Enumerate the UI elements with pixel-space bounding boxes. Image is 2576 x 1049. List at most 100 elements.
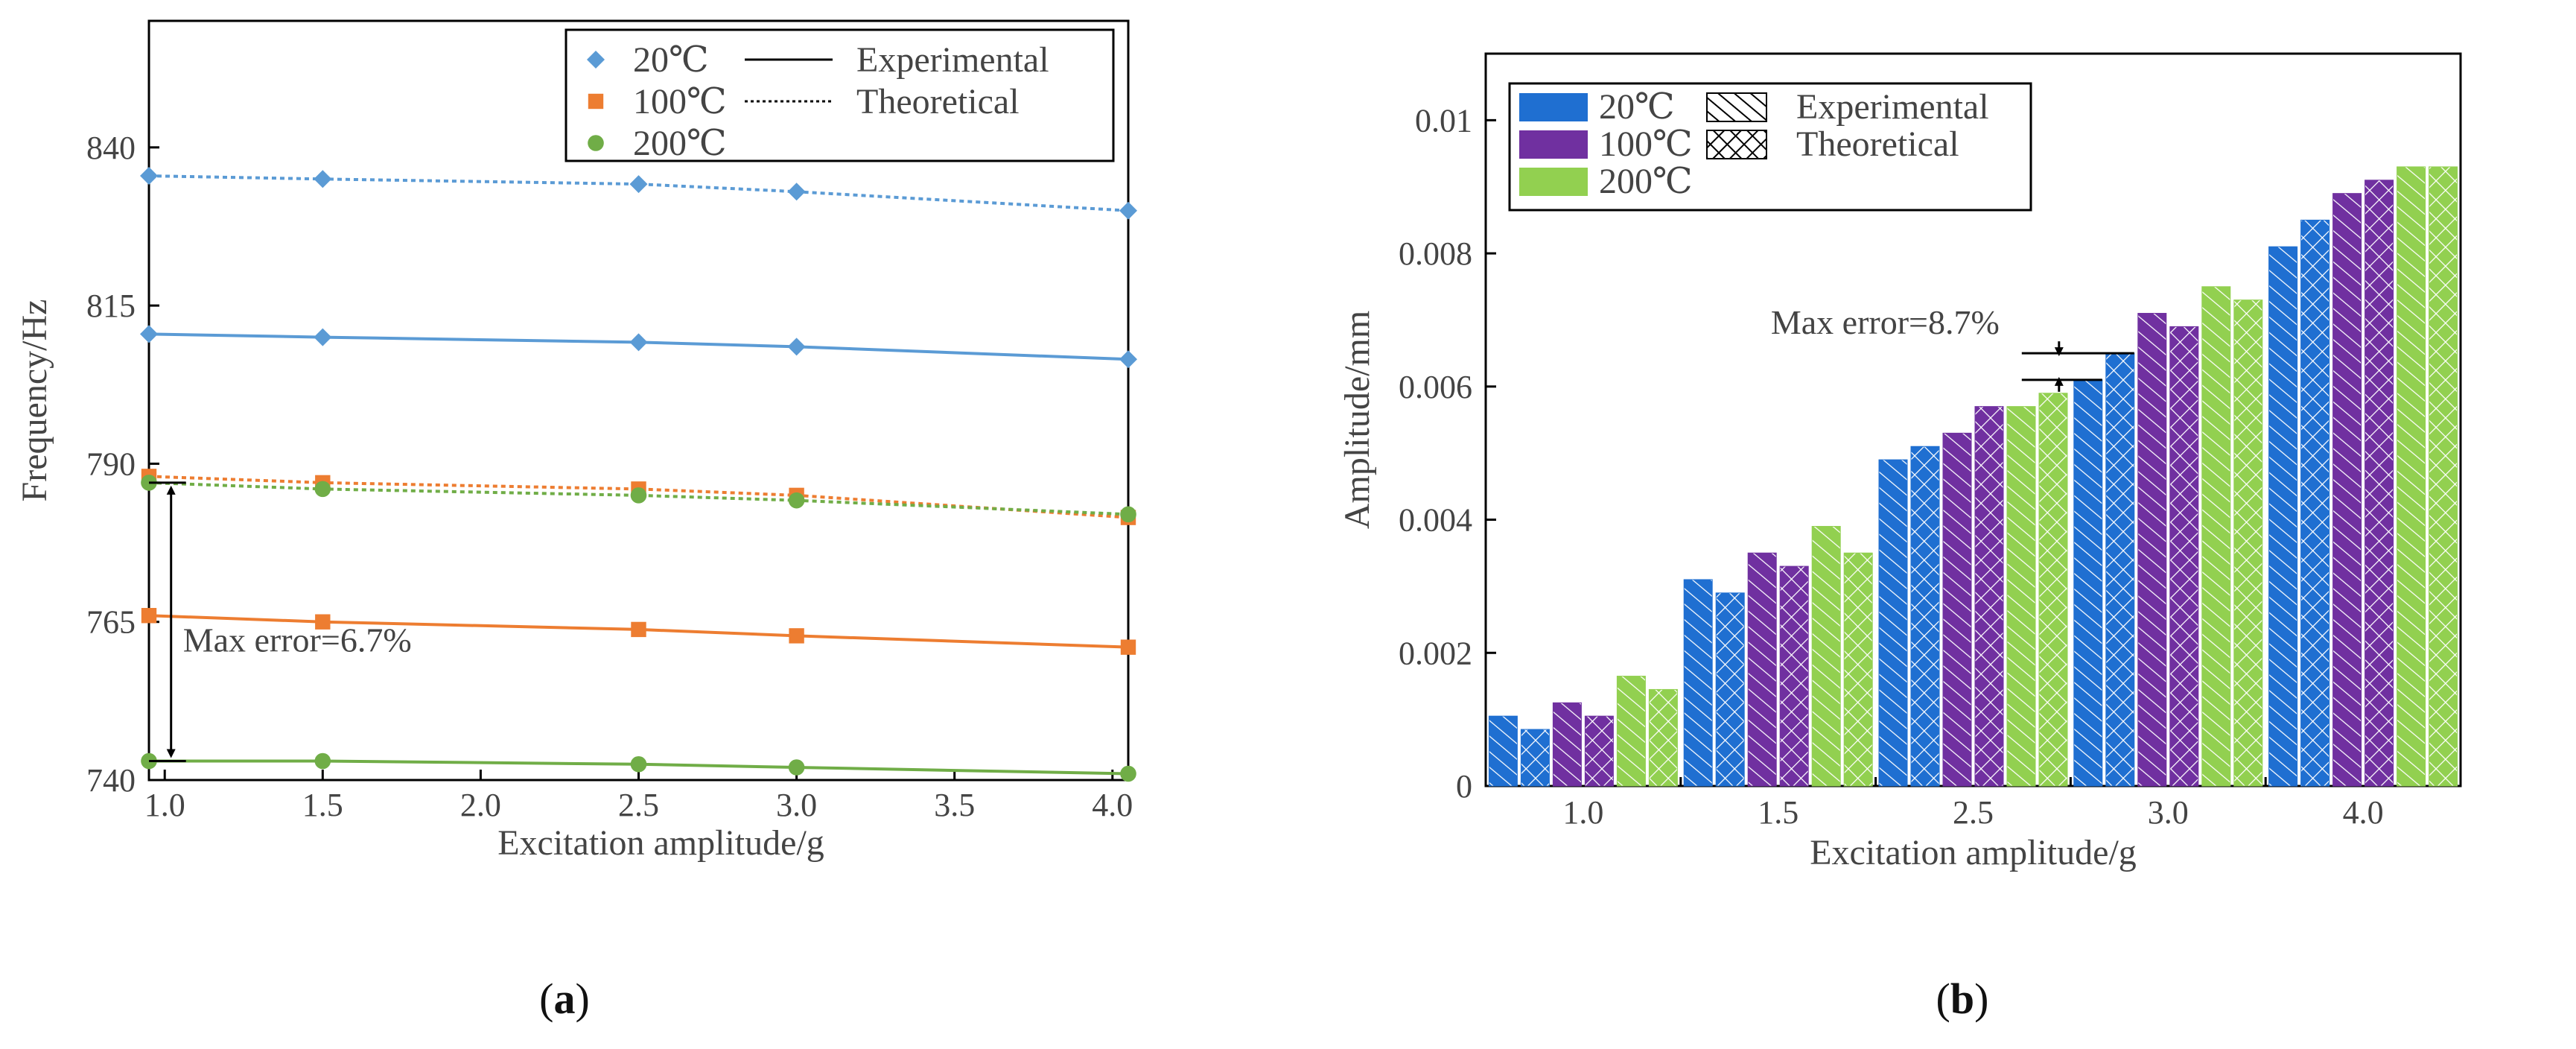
legend-label: 200℃ — [1599, 162, 1693, 201]
y-tick-label: 0.006 — [1399, 369, 1472, 405]
series-line — [148, 481, 1129, 516]
bar-pattern — [1683, 579, 1713, 787]
bar-pattern — [1616, 676, 1646, 787]
bar-pattern — [2169, 326, 2199, 787]
legend-label: Theoretical — [856, 82, 1020, 121]
legend-label: Experimental — [856, 40, 1049, 80]
bar-pattern — [1779, 565, 1809, 787]
x-tick-label: 1.5 — [1758, 794, 1799, 831]
legend-label: Experimental — [1796, 87, 1989, 127]
y-tick-label: 740 — [86, 762, 136, 799]
data-point — [1120, 506, 1136, 523]
data-point — [631, 621, 646, 638]
data-point — [629, 333, 648, 352]
data-point — [788, 759, 805, 776]
y-tick-label: 840 — [86, 130, 136, 166]
x-tick-label: 3.5 — [934, 787, 975, 823]
data-point — [787, 183, 806, 201]
x-tick-label: 3.0 — [2148, 794, 2189, 831]
bar-pattern — [2364, 180, 2394, 787]
legend-pattern-swatch — [1706, 92, 1767, 122]
bar-pattern — [1648, 688, 1678, 787]
series-line — [148, 475, 1129, 519]
x-tick-label: 1.0 — [1562, 794, 1603, 831]
data-point — [1119, 201, 1137, 220]
bar-pattern — [1974, 406, 2004, 787]
y-axis-title: Amplitude/mm — [1338, 311, 1377, 529]
bar-pattern — [1878, 459, 1908, 787]
bar-pattern — [2073, 379, 2103, 787]
y-tick-label: 0.002 — [1399, 635, 1472, 671]
bar-pattern — [1811, 525, 1841, 787]
x-tick-label: 2.5 — [618, 787, 659, 823]
y-axis-title: Frequency/Hz — [15, 300, 54, 502]
legend-box — [565, 28, 1115, 162]
y-tick-label: 0.004 — [1399, 502, 1472, 539]
bar-pattern — [2006, 406, 2036, 787]
y-tick-label: 0 — [1456, 768, 1472, 805]
data-point — [630, 755, 647, 773]
x-tick-label: 2.0 — [460, 787, 501, 823]
data-point — [1120, 765, 1136, 782]
y-tick-label: 790 — [86, 446, 136, 482]
bar-pattern — [1747, 552, 1777, 787]
bar-pattern — [2105, 352, 2135, 787]
bar-pattern — [2300, 219, 2330, 787]
data-point — [141, 608, 157, 624]
data-point — [789, 628, 804, 644]
panel-b-caption: (b) — [1936, 974, 1989, 1023]
data-point — [787, 337, 806, 356]
data-point — [314, 170, 332, 188]
series-line — [148, 174, 1129, 212]
x-tick-label: 4.0 — [1092, 787, 1133, 823]
legend-marker — [587, 51, 605, 69]
legend-label: 100℃ — [633, 82, 727, 121]
bar-pattern — [2268, 246, 2298, 787]
bar-pattern — [1910, 446, 1940, 787]
data-point — [1119, 350, 1137, 369]
x-tick-label: 2.5 — [1953, 794, 1994, 831]
legend-label: 200℃ — [633, 124, 727, 163]
bar-pattern — [2137, 313, 2167, 787]
y-tick-label: 815 — [86, 288, 136, 324]
bar-pattern — [1488, 715, 1518, 787]
legend-label: Theoretical — [1796, 124, 1959, 164]
legend-box — [1508, 82, 2032, 212]
data-point — [788, 492, 805, 509]
bar-pattern — [2332, 193, 2362, 787]
bar-pattern — [2201, 286, 2231, 787]
legend-swatch — [1519, 168, 1588, 196]
data-point — [314, 481, 331, 498]
data-point — [314, 328, 332, 346]
y-tick-label: 765 — [86, 604, 136, 641]
x-tick-label: 1.5 — [302, 787, 343, 823]
bar-pattern — [2038, 393, 2068, 787]
legend-swatch — [1519, 130, 1588, 159]
data-point — [1120, 639, 1136, 655]
legend-pattern-swatch — [1706, 130, 1767, 159]
bar-pattern — [2429, 166, 2458, 787]
data-point — [630, 487, 647, 504]
legend-label: 20℃ — [633, 40, 709, 80]
annotation-text: Max error=6.7% — [183, 621, 412, 659]
bar-pattern — [1552, 702, 1582, 787]
bar-pattern — [2233, 300, 2263, 787]
legend-marker — [588, 135, 604, 151]
bar-pattern — [1584, 715, 1614, 787]
x-tick-label: 4.0 — [2343, 794, 2384, 831]
legend-label: 20℃ — [1599, 87, 1675, 127]
bar-pattern — [1942, 432, 1972, 787]
legend-label: 100℃ — [1599, 124, 1693, 164]
data-point — [315, 614, 331, 630]
bar-pattern — [1843, 552, 1873, 787]
bar-pattern — [2397, 166, 2426, 787]
plot-frame — [1484, 52, 2462, 787]
y-tick-label: 0.01 — [1415, 102, 1472, 139]
panel-a-line-chart: 740 765 790 815 840 1.0 1.5 2.0 2.5 3.0 3.5 4.0 Exci… — [15, 19, 1137, 863]
legend-swatch — [1519, 93, 1588, 121]
y-tick-label: 0.008 — [1399, 235, 1472, 272]
x-tick-label: 1.0 — [144, 787, 185, 823]
